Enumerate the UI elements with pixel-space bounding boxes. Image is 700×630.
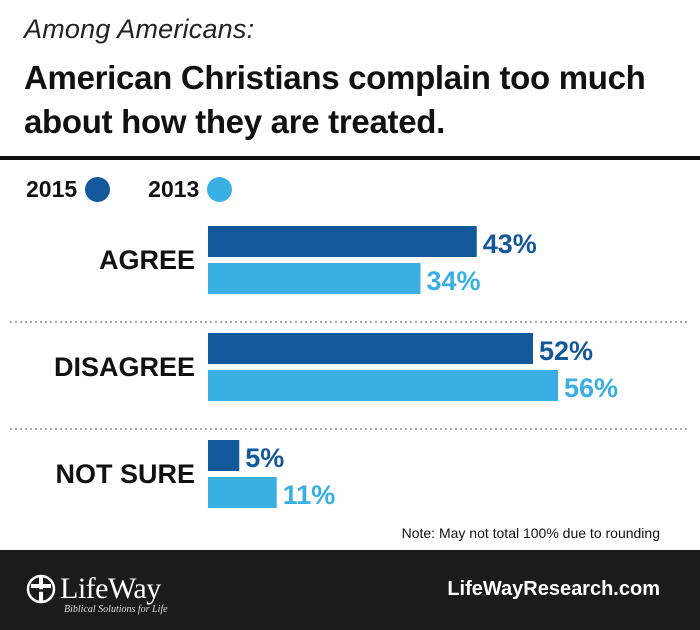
- category-label-not-sure: NOT SURE: [55, 459, 195, 489]
- legend-label-2015: 2015: [26, 175, 78, 202]
- legend-label-2013: 2013: [148, 175, 200, 202]
- bar-not-sure-2013: [208, 477, 277, 508]
- bar-disagree-2015: [208, 333, 533, 364]
- data-label-disagree-2015: 52%: [539, 336, 593, 366]
- data-label-not-sure-2013: 11%: [283, 480, 336, 510]
- legend-item-2015: 2015: [26, 175, 111, 203]
- category-label-agree: AGREE: [99, 245, 195, 275]
- bar-chart: AGREE 43%34% DISAGREE 52% 56% NOT SURE 5% 11%: [10, 226, 690, 510]
- data-label-agree-2013: 34%: [427, 266, 481, 296]
- rounding-note: Note: May not total 100% due to rounding: [401, 525, 660, 541]
- category-label-disagree: DISAGREE: [54, 352, 195, 382]
- chart-title: American Christians complain too much ab…: [24, 59, 646, 140]
- site-link[interactable]: LifeWayResearch.com: [447, 578, 660, 600]
- legend: 2015 2013: [26, 171, 270, 207]
- bar-not-sure-2015: [208, 440, 240, 471]
- logo-tagline: Biblical Solutions for Life: [64, 604, 168, 615]
- title-divider: [0, 156, 700, 160]
- data-label-agree-2015: 43%: [483, 229, 537, 259]
- data-label-not-sure-2015: 5%: [245, 443, 284, 473]
- lifeway-logo: LifeWay Biblical Solutions for Life: [26, 572, 226, 618]
- bar-agree-2013: [208, 263, 421, 294]
- data-label-disagree-2013: 56%: [564, 373, 618, 403]
- bar-agree-2015: [208, 226, 477, 257]
- footer: LifeWay Biblical Solutions for Life Life…: [0, 550, 700, 630]
- legend-item-2013: 2013: [148, 175, 233, 203]
- bar-disagree-2013: [208, 370, 558, 401]
- logo-wordmark: LifeWay: [60, 572, 161, 605]
- chart-kicker: Among Americans:: [24, 14, 255, 44]
- legend-swatch-2015: [85, 176, 111, 202]
- legend-swatch-2013: [207, 176, 233, 202]
- cross-book-icon: [26, 574, 56, 604]
